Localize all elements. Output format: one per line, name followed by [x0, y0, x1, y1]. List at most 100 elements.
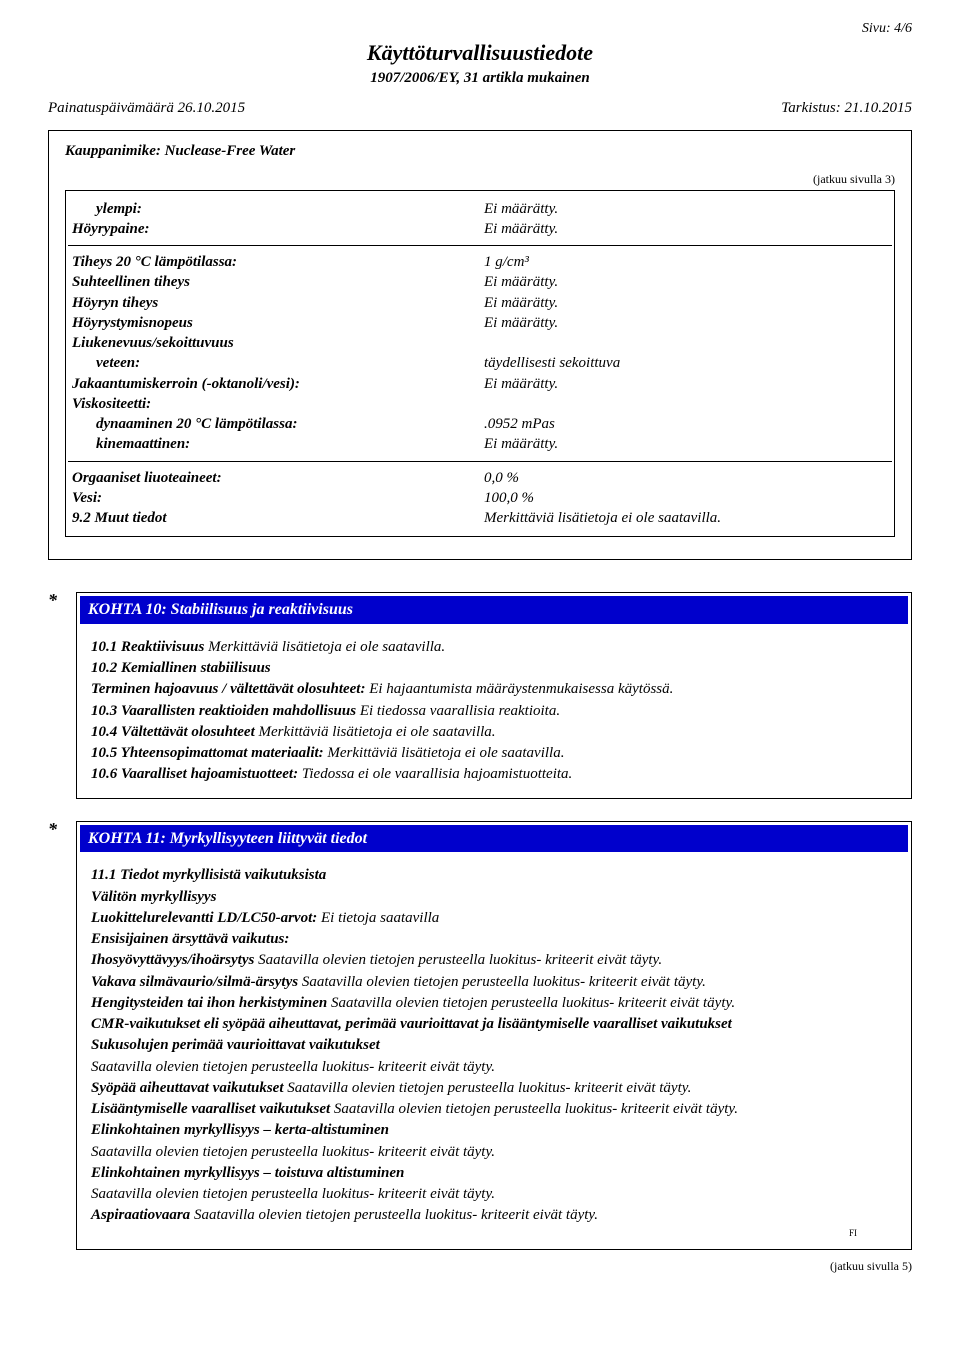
- s11-l5b: Ihosyövyttävyys/ihoärsytys: [91, 952, 258, 968]
- property-label: Liukenevuus/sekoittuvuus: [68, 333, 480, 353]
- property-label: Viskositeetti:: [68, 394, 480, 414]
- continued-from: (jatkuu sivulla 3): [65, 171, 895, 187]
- continued-next: (jatkuu sivulla 5): [76, 1258, 912, 1274]
- s11-l11: Saatavilla olevien tietojen perusteella …: [287, 1080, 691, 1096]
- divider: [68, 461, 892, 462]
- property-value: .0952 mPas: [480, 414, 892, 434]
- section-11-header: KOHTA 11: Myrkyllisyyteen liittyvät tied…: [77, 822, 911, 856]
- s11-l5: Saatavilla olevien tietojen perusteella …: [258, 952, 662, 968]
- property-label: ylempi:: [68, 199, 480, 219]
- property-row: veteen:täydellisesti sekoittuva: [68, 353, 892, 373]
- property-value: Ei määrätty.: [480, 313, 892, 333]
- s10-l3: Ei hajaantumista määräystenmukaisessa kä…: [369, 681, 673, 697]
- s11-l6: Saatavilla olevien tietojen perusteella …: [302, 974, 706, 990]
- property-row: Höyrypaine:Ei määrätty.: [68, 219, 892, 239]
- s11-l15: Elinkohtainen myrkyllisyys – toistuva al…: [91, 1163, 897, 1183]
- s10-l1b: 10.1 Reaktiivisuus: [91, 639, 208, 655]
- property-value: Merkittäviä lisätietoja ei ole saatavill…: [480, 508, 892, 528]
- s11-l11b: Syöpää aiheuttavat vaikutukset: [91, 1080, 287, 1096]
- property-row: Viskositeetti:: [68, 394, 892, 414]
- property-value: täydellisesti sekoittuva: [480, 353, 892, 373]
- change-marker: *: [48, 817, 60, 841]
- property-value: 100,0 %: [480, 488, 892, 508]
- property-label: Tiheys 20 °C lämpötilassa:: [68, 252, 480, 272]
- s11-l17b: Aspiraatiovaara: [91, 1207, 194, 1223]
- property-value: Ei määrätty.: [480, 219, 892, 239]
- property-value: 0,0 %: [480, 468, 892, 488]
- s11-l14: Saatavilla olevien tietojen perusteella …: [91, 1142, 897, 1162]
- s11-l6b: Vakava silmävaurio/silmä-ärsytys: [91, 974, 302, 990]
- document-title: Käyttöturvallisuustiedote: [48, 38, 912, 68]
- s11-l1: 11.1 Tiedot myrkyllisistä vaikutuksista: [91, 865, 897, 885]
- section-11-body: 11.1 Tiedot myrkyllisistä vaikutuksista …: [77, 855, 911, 1248]
- property-label: Höyrystymisnopeus: [68, 313, 480, 333]
- property-label: kinemaattinen:: [68, 434, 480, 454]
- revision-date: Tarkistus: 21.10.2015: [781, 98, 912, 118]
- section-10-wrap: * KOHTA 10: Stabiilisuus ja reaktiivisuu…: [48, 578, 912, 806]
- page-number: Sivu: 4/6: [862, 20, 912, 39]
- s11-l10: Saatavilla olevien tietojen perusteella …: [91, 1057, 897, 1077]
- s10-l7b: 10.6 Vaaralliset hajoamistuotteet:: [91, 766, 302, 782]
- property-value: [480, 394, 892, 414]
- language-code: FI: [849, 1227, 857, 1239]
- property-row: Orgaaniset liuoteaineet:0,0 %: [68, 468, 892, 488]
- property-value: Ei määrätty.: [480, 272, 892, 292]
- page: Sivu: 4/6 Käyttöturvallisuustiedote 1907…: [0, 0, 960, 1314]
- property-label: Vesi:: [68, 488, 480, 508]
- section-11: KOHTA 11: Myrkyllisyyteen liittyvät tied…: [76, 821, 912, 1250]
- property-row: kinemaattinen:Ei määrätty.: [68, 434, 892, 454]
- divider: [68, 245, 892, 246]
- property-row: Liukenevuus/sekoittuvuus: [68, 333, 892, 353]
- section-10: KOHTA 10: Stabiilisuus ja reaktiivisuus …: [76, 592, 912, 798]
- s10-l2: 10.2 Kemiallinen stabiilisuus: [91, 658, 897, 678]
- s11-l9: Sukusolujen perimää vaurioittavat vaikut…: [91, 1035, 897, 1055]
- property-row: dynaaminen 20 °C lämpötilassa:.0952 mPas: [68, 414, 892, 434]
- property-value: [480, 333, 892, 353]
- properties-box: ylempi:Ei määrätty.Höyrypaine:Ei määrätt…: [65, 190, 895, 538]
- property-label: Höyrypaine:: [68, 219, 480, 239]
- print-date: Painatuspäivämäärä 26.10.2015: [48, 98, 245, 118]
- s11-l8: CMR-vaikutukset eli syöpää aiheuttavat, …: [91, 1014, 897, 1034]
- s10-l6b: 10.5 Yhteensopimattomat materiaalit:: [91, 745, 327, 761]
- s10-l5b: 10.4 Vältettävät olosuhteet: [91, 724, 259, 740]
- section-10-header: KOHTA 10: Stabiilisuus ja reaktiivisuus: [77, 593, 911, 627]
- s10-l3b: Terminen hajoavuus / vältettävät olosuht…: [91, 681, 369, 697]
- property-label: Jakaantumiskerroin (-oktanoli/vesi):: [68, 374, 480, 394]
- s11-l2: Välitön myrkyllisyys: [91, 887, 897, 907]
- section-11-wrap: * KOHTA 11: Myrkyllisyyteen liittyvät ti…: [48, 807, 912, 1274]
- meta-row: Painatuspäivämäärä 26.10.2015 Tarkistus:…: [48, 98, 912, 118]
- s11-l3: Ei tietoja saatavilla: [321, 910, 439, 926]
- s11-l16: Saatavilla olevien tietojen perusteella …: [91, 1184, 897, 1204]
- s11-l3b: Luokittelurelevantti LD/LC50-arvot:: [91, 910, 321, 926]
- s10-l7: Tiedossa ei ole vaarallisia hajoamistuot…: [302, 766, 572, 782]
- property-label: Orgaaniset liuoteaineet:: [68, 468, 480, 488]
- property-value: 1 g/cm³: [480, 252, 892, 272]
- s10-l4: Ei tiedossa vaarallisia reaktioita.: [360, 703, 560, 719]
- property-value: Ei määrätty.: [480, 293, 892, 313]
- property-label: 9.2 Muut tiedot: [68, 508, 480, 528]
- property-value: Ei määrätty.: [480, 199, 892, 219]
- s11-l7b: Hengitysteiden tai ihon herkistyminen: [91, 995, 331, 1011]
- property-value: Ei määrätty.: [480, 374, 892, 394]
- property-row: ylempi:Ei määrätty.: [68, 199, 892, 219]
- trade-name: Kauppanimike: Nuclease-Free Water: [65, 141, 895, 161]
- change-marker: *: [48, 588, 60, 612]
- property-label: Höyryn tiheys: [68, 293, 480, 313]
- s11-l12: Saatavilla olevien tietojen perusteella …: [334, 1101, 738, 1117]
- s11-l13: Elinkohtainen myrkyllisyys – kerta-altis…: [91, 1120, 897, 1140]
- s10-l5: Merkittäviä lisätietoja ei ole saatavill…: [259, 724, 496, 740]
- properties-table: ylempi:Ei määrätty.Höyrypaine:Ei määrätt…: [68, 199, 892, 240]
- property-row: Suhteellinen tiheysEi määrätty.: [68, 272, 892, 292]
- s11-l17: Saatavilla olevien tietojen perusteella …: [194, 1207, 598, 1223]
- property-label: dynaaminen 20 °C lämpötilassa:: [68, 414, 480, 434]
- property-label: Suhteellinen tiheys: [68, 272, 480, 292]
- section-10-body: 10.1 Reaktiivisuus Merkittäviä lisätieto…: [77, 627, 911, 798]
- s11-l7: Saatavilla olevien tietojen perusteella …: [331, 995, 735, 1011]
- s10-l4b: 10.3 Vaarallisten reaktioiden mahdollisu…: [91, 703, 360, 719]
- property-row: Tiheys 20 °C lämpötilassa:1 g/cm³: [68, 252, 892, 272]
- s11-l12b: Lisääntymiselle vaaralliset vaikutukset: [91, 1101, 334, 1117]
- main-content-box: Kauppanimike: Nuclease-Free Water (jatku…: [48, 130, 912, 560]
- property-row: Vesi:100,0 %: [68, 488, 892, 508]
- property-row: Jakaantumiskerroin (-oktanoli/vesi):Ei m…: [68, 374, 892, 394]
- s10-l1: Merkittäviä lisätietoja ei ole saatavill…: [208, 639, 445, 655]
